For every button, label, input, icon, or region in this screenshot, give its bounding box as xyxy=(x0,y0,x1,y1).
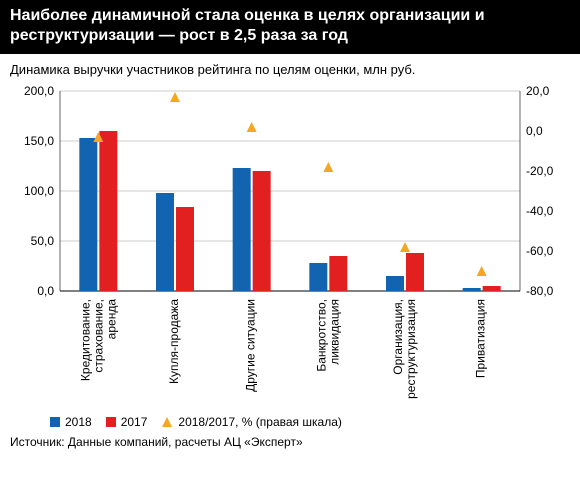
chart-title: Наиболее динамичной стала оценка в целях… xyxy=(0,0,580,54)
legend: 2018 2017 2018/2017, % (правая шкала) xyxy=(0,411,580,431)
svg-text:150,0: 150,0 xyxy=(24,134,54,148)
bar-2018 xyxy=(386,276,404,291)
svg-text:100,0: 100,0 xyxy=(24,184,54,198)
svg-text:200,0: 200,0 xyxy=(24,84,54,98)
svg-text:50,0: 50,0 xyxy=(31,234,55,248)
svg-text:20,0: 20,0 xyxy=(526,84,550,98)
category-label: Приватизация xyxy=(474,299,488,378)
marker-pct xyxy=(400,242,410,252)
bar-2017 xyxy=(253,171,271,291)
marker-pct xyxy=(477,266,487,276)
legend-item-pct: 2018/2017, % (правая шкала) xyxy=(161,415,341,429)
svg-text:0,0: 0,0 xyxy=(37,284,54,298)
legend-label-2018: 2018 xyxy=(65,415,92,429)
legend-item-2018: 2018 xyxy=(50,415,92,429)
svg-text:-60,0: -60,0 xyxy=(526,244,554,258)
triangle-icon xyxy=(161,416,173,428)
chart-area: 0,0 50,0 100,0 150,0 200,0 -80,0 -60,0 -40,0 -20… xyxy=(10,81,570,411)
category-label: Купля-продажа xyxy=(167,299,181,384)
category-label: Кредитование,страхование,аренда xyxy=(78,299,118,381)
legend-swatch-2018 xyxy=(50,417,60,427)
svg-text:-80,0: -80,0 xyxy=(526,284,554,298)
bar-2017 xyxy=(483,286,501,291)
chart-subtitle: Динамика выручки участников рейтинга по … xyxy=(0,54,580,81)
legend-item-2017: 2017 xyxy=(106,415,148,429)
bar-2018 xyxy=(156,193,174,291)
svg-text:-20,0: -20,0 xyxy=(526,164,554,178)
category-label: Другие ситуации xyxy=(244,299,258,392)
bar-2018 xyxy=(463,288,481,291)
bar-2018 xyxy=(233,168,251,291)
category-label: Банкротство,ликвидация xyxy=(314,299,341,372)
marker-pct xyxy=(170,92,180,102)
bar-2017 xyxy=(329,256,347,291)
bar-2017 xyxy=(176,207,194,291)
svg-text:-40,0: -40,0 xyxy=(526,204,554,218)
category-label: Организация,реструктуризация xyxy=(391,299,418,399)
marker-pct xyxy=(247,122,257,132)
legend-label-2017: 2017 xyxy=(121,415,148,429)
bar-2018 xyxy=(309,263,327,291)
marker-pct xyxy=(323,162,333,172)
chart-source: Источник: Данные компаний, расчеты АЦ «Э… xyxy=(0,431,580,449)
legend-label-pct: 2018/2017, % (правая шкала) xyxy=(178,415,341,429)
chart-svg: 0,0 50,0 100,0 150,0 200,0 -80,0 -60,0 -40,0 -20… xyxy=(10,81,570,411)
legend-swatch-2017 xyxy=(106,417,116,427)
svg-text:0,0: 0,0 xyxy=(526,124,543,138)
bar-2017 xyxy=(99,131,117,291)
bar-2017 xyxy=(406,253,424,291)
bar-2018 xyxy=(79,138,97,291)
